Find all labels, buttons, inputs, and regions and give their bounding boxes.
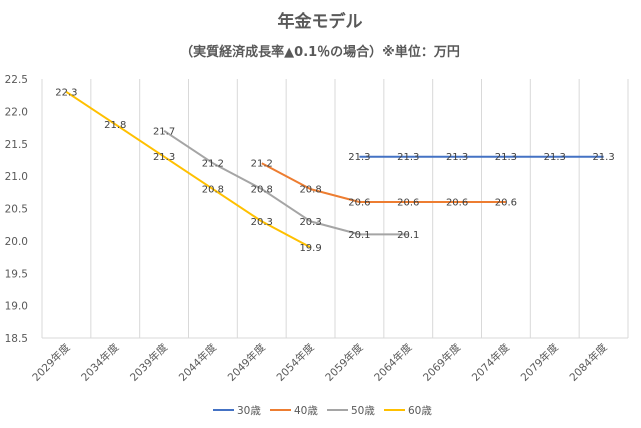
y-tick-label: 19.0 [5,301,28,313]
data-label: 20.1 [348,230,370,241]
series-line [163,129,409,236]
x-tick-label: 2039年度 [127,341,170,384]
data-label: 20.8 [299,185,321,196]
data-label: 20.6 [495,198,517,209]
data-label: 21.3 [592,152,614,163]
x-tick-label: 2049年度 [225,341,268,384]
y-tick-label: 22.5 [5,74,28,86]
y-tick-label: 20.0 [5,236,28,248]
data-label: 21.3 [446,152,468,163]
x-tick-label: 2084年度 [567,341,610,384]
data-label: 21.3 [348,152,370,163]
data-label: 19.9 [299,243,321,254]
data-label: 21.2 [202,159,224,170]
x-tick-label: 2079年度 [518,341,561,384]
data-label: 20.6 [397,198,419,209]
chart-title: 年金モデル [278,11,363,32]
y-tick-label: 21.5 [5,139,28,151]
data-label: 21.3 [153,152,175,163]
y-axis: 18.5 19.0 19.5 20.0 20.5 21.0 21.5 22.0 22.5 [5,74,28,345]
legend-label: 60歳 [408,405,432,417]
y-tick-label: 21.0 [5,171,28,183]
y-tick-label: 20.5 [5,204,28,216]
data-labels: 21.3 21.3 21.3 21.3 21.3 21.3 21.2 20.8 20.6 20.6… [55,87,614,253]
series-line [261,162,506,203]
legend-label: 40歳 [294,405,318,417]
x-tick-label: 2069年度 [420,341,463,384]
legend-label: 30歳 [237,405,261,417]
x-tick-label: 2029年度 [30,341,73,384]
data-label: 20.6 [348,198,370,209]
data-label: 21.8 [104,120,126,131]
data-label: 21.3 [495,152,517,163]
data-label: 20.1 [397,230,419,241]
data-label: 20.8 [202,185,224,196]
chart-subtitle: （実質経済成長率▲0.1％の場合）※単位：万円 [180,44,460,60]
data-label: 21.7 [153,126,175,137]
data-label: 21.2 [251,159,273,170]
y-tick-label: 19.5 [5,268,28,280]
data-label: 21.3 [397,152,419,163]
series-line [65,91,312,249]
x-tick-label: 2059年度 [323,341,366,384]
data-label: 20.3 [251,217,273,228]
x-tick-label: 2074年度 [469,341,512,384]
x-tick-label: 2064年度 [371,341,414,384]
data-label: 20.8 [251,185,273,196]
data-label: 20.3 [299,217,321,228]
y-tick-label: 22.0 [5,106,28,118]
plot-area [65,91,604,249]
legend-label: 50歳 [351,405,375,417]
data-label: 21.3 [544,152,566,163]
x-tick-label: 2044年度 [176,341,219,384]
x-tick-label: 2034年度 [78,341,121,384]
legend: 30歳 40歳 50歳 60歳 [213,405,432,417]
x-tick-label: 2054年度 [274,341,317,384]
y-tick-label: 18.5 [5,333,28,345]
data-label: 20.6 [446,198,468,209]
grid [41,79,629,339]
data-label: 22.3 [55,87,77,98]
x-axis: 2029年度 2034年度 2039年度 2044年度 2049年度 2054年度 2059… [30,341,610,384]
